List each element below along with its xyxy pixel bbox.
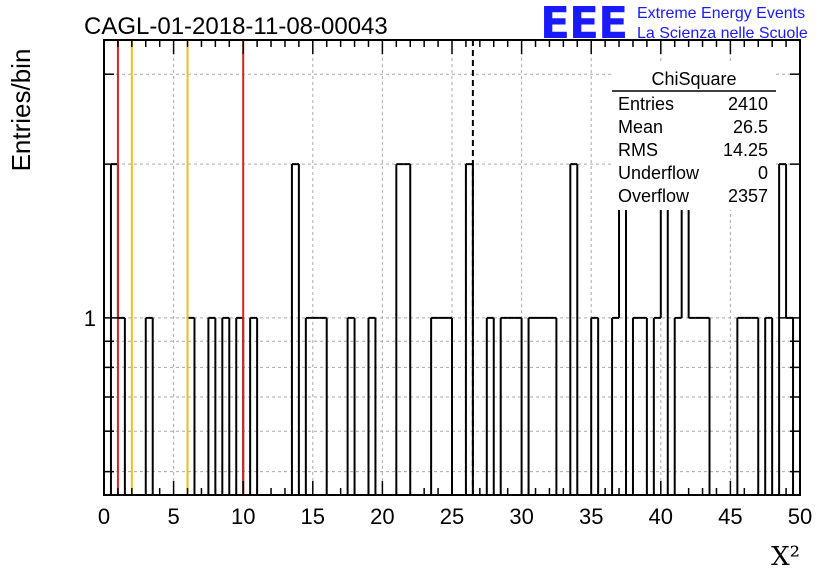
x-tick-label: 50 xyxy=(788,504,812,529)
stats-label: Overflow xyxy=(618,186,690,206)
stats-value: 0 xyxy=(758,163,768,183)
histogram-outline xyxy=(109,163,795,495)
stats-rows: Entries 2410 Mean 26.5 RMS 14.25 Underflow 0 Ove… xyxy=(618,94,768,206)
x-tick-label: 35 xyxy=(579,504,603,529)
threshold-lines xyxy=(116,40,474,495)
y-axis-label: Entries/bin xyxy=(6,49,36,172)
logo-line-1: Extreme Energy Events xyxy=(637,5,806,22)
stats-value: 26.5 xyxy=(733,117,768,137)
x-tick-label: 20 xyxy=(370,504,394,529)
x-tick-label: 10 xyxy=(231,504,255,529)
logo-line-2: La Scienza nelle Scuole xyxy=(637,25,808,42)
x-tick-label: 45 xyxy=(718,504,742,529)
y-tick-label: 1 xyxy=(84,306,96,331)
stats-label: Mean xyxy=(618,117,663,137)
stats-box-background xyxy=(612,64,776,210)
stats-label: Entries xyxy=(618,94,674,114)
x-tick-label: 30 xyxy=(509,504,533,529)
x-tick-label: 40 xyxy=(649,504,673,529)
stats-label: Underflow xyxy=(618,163,700,183)
axes: 0 5 10 15 20 25 30 35 40 45 50 1 xyxy=(84,39,812,529)
chart-title: CAGL-01-2018-11-08-00043 xyxy=(84,13,388,40)
stats-label: RMS xyxy=(618,140,658,160)
x-tick-label: 15 xyxy=(301,504,325,529)
stats-value: 2357 xyxy=(728,186,768,206)
x-tick-label: 25 xyxy=(440,504,464,529)
x-axis-label: X² xyxy=(771,542,800,572)
statistics-box: ChiSquare Entries 2410 Mean 26.5 RMS 14.25 Und… xyxy=(612,64,776,210)
x-tick-label: 5 xyxy=(167,504,179,529)
stats-value: 14.25 xyxy=(723,140,768,160)
eee-logo: EEE xyxy=(540,0,628,49)
x-tick-label: 0 xyxy=(98,504,110,529)
stats-box-title: ChiSquare xyxy=(651,69,736,89)
stats-value: 2410 xyxy=(728,94,768,114)
